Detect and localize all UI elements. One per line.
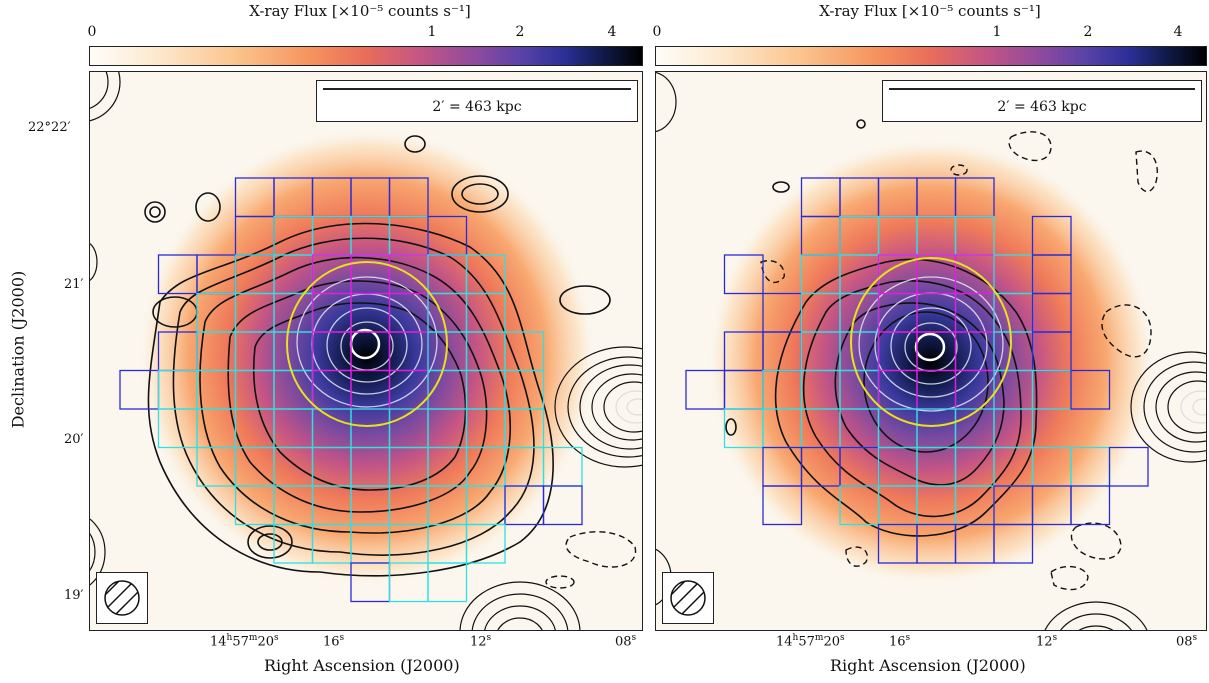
- beam-box-right: [662, 572, 714, 624]
- colorbar-title-right: X-ray Flux [×10⁻⁵ counts s⁻¹]: [819, 2, 1041, 20]
- tick-unit: s: [486, 633, 492, 643]
- x-axis-label-right: Right Ascension (J2000): [830, 656, 1026, 675]
- tick-value: 16: [889, 634, 906, 650]
- tick-unit: s: [905, 633, 911, 643]
- tick-unit: s: [1052, 633, 1058, 643]
- y-axis-label: Declination (J2000): [8, 270, 28, 429]
- cbar-tick-1: 1: [427, 24, 437, 40]
- region-box: [427, 562, 468, 603]
- x-tick-first-right: 14h57m20s: [776, 633, 845, 649]
- colorbar-right: [655, 46, 1207, 66]
- ra-hours-unit: h: [226, 633, 233, 643]
- cbar-tick-2-right: 2: [1083, 24, 1093, 40]
- scale-bar: [889, 88, 1195, 90]
- region-box: [1070, 369, 1111, 410]
- tick-value: 16: [323, 634, 340, 650]
- colorbar-title-left: X-ray Flux [×10⁻⁵ counts s⁻¹]: [249, 2, 471, 20]
- tick-unit: s: [1192, 633, 1198, 643]
- ra-hours-unit: h: [792, 633, 799, 643]
- ra-hours: 14: [776, 634, 793, 650]
- y-tick-20: 20′: [64, 432, 84, 447]
- ra-minutes-unit: m: [248, 633, 258, 643]
- tick-value: 08: [615, 634, 632, 650]
- tick-unit: s: [631, 633, 637, 643]
- x-tick-08-right: 08s: [1176, 633, 1197, 649]
- x-axis-label-left: Right Ascension (J2000): [264, 656, 460, 675]
- region-box: [762, 485, 803, 526]
- scale-bar: [323, 88, 631, 90]
- beam-box-left: [96, 572, 148, 624]
- x-tick-16-right: 16s: [889, 633, 910, 649]
- y-tick-19: 19′: [64, 588, 84, 603]
- ra-minutes: 57: [232, 634, 249, 650]
- x-tick-first-left: 14h57m20s: [210, 633, 279, 649]
- scale-box-left: 2′ = 463 kpc: [316, 80, 638, 122]
- beam-ellipse-icon: [104, 580, 140, 616]
- region-box: [465, 523, 506, 564]
- y-tick-21: 21′: [64, 277, 84, 292]
- ra-seconds-unit: s: [273, 633, 279, 643]
- cbar-tick-4-right: 4: [1173, 24, 1183, 40]
- tick-value: 12: [470, 634, 487, 650]
- scale-label: 2′ = 463 kpc: [432, 99, 522, 115]
- colorbar-left: [89, 46, 643, 66]
- region-box: [542, 485, 583, 526]
- x-tick-12-right: 12s: [1036, 633, 1057, 649]
- map-left-svg: [90, 72, 642, 630]
- y-tick-22-22: 22°22′: [28, 120, 71, 135]
- ra-seconds-unit: s: [839, 633, 845, 643]
- tick-value: 08: [1176, 634, 1193, 650]
- scale-box-right: 2′ = 463 kpc: [882, 80, 1202, 122]
- ra-hours: 14: [210, 634, 227, 650]
- cbar-tick-0: 0: [87, 24, 97, 40]
- ra-minutes-unit: m: [814, 633, 824, 643]
- cbar-tick-4: 4: [607, 24, 617, 40]
- region-box: [1108, 446, 1149, 487]
- cbar-tick-1-right: 1: [992, 24, 1002, 40]
- x-tick-16-left: 16s: [323, 633, 344, 649]
- ra-seconds: 20: [257, 634, 274, 650]
- ra-minutes: 57: [798, 634, 815, 650]
- xray-map-panel-right: 2′ = 463 kpc: [655, 71, 1207, 631]
- x-tick-08-left: 08s: [615, 633, 636, 649]
- beam-ellipse-icon: [670, 580, 706, 616]
- region-box: [723, 254, 764, 295]
- region-box: [1070, 485, 1111, 526]
- x-tick-12-left: 12s: [470, 633, 491, 649]
- map-right-svg: [656, 72, 1206, 630]
- xray-map-panel-left: 2′ = 463 kpc: [89, 71, 643, 631]
- ra-seconds: 20: [823, 634, 840, 650]
- cbar-tick-0-right: 0: [652, 24, 662, 40]
- scale-label: 2′ = 463 kpc: [997, 99, 1087, 115]
- tick-value: 12: [1036, 634, 1053, 650]
- tick-unit: s: [339, 633, 345, 643]
- cbar-tick-2: 2: [515, 24, 525, 40]
- region-box: [993, 523, 1034, 564]
